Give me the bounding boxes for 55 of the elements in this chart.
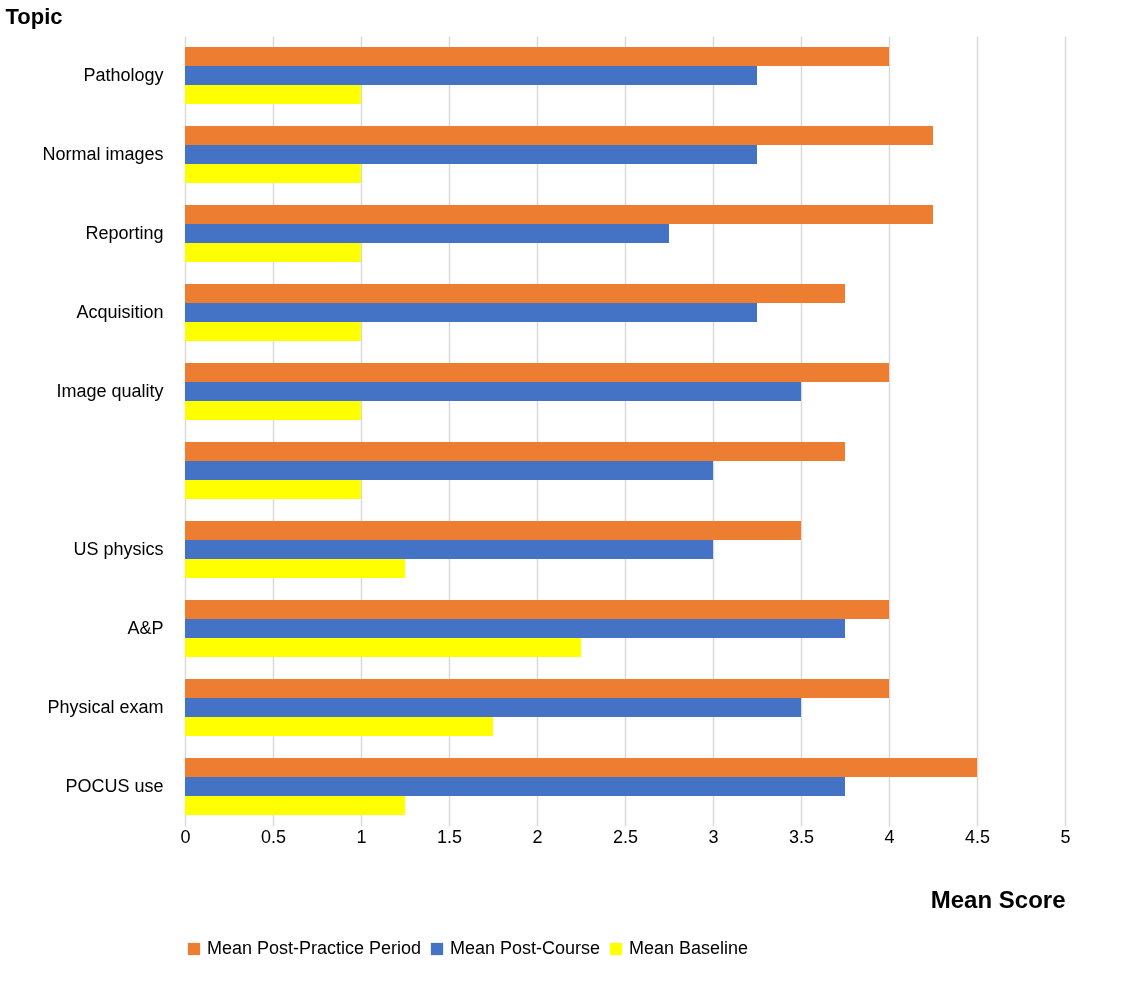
bar bbox=[185, 619, 845, 638]
x-tick-label: 3 bbox=[708, 826, 719, 847]
x-tick-label: 0.5 bbox=[260, 826, 287, 847]
y-tick-label: Acquisition bbox=[76, 301, 164, 322]
bar bbox=[185, 777, 845, 796]
y-tick-label: Pathology bbox=[83, 64, 164, 85]
bar bbox=[185, 698, 801, 717]
bar bbox=[185, 521, 801, 541]
bar bbox=[185, 758, 977, 778]
y-tick-label: A&P bbox=[127, 617, 164, 638]
y-tick-label: Normal images bbox=[42, 143, 164, 164]
bar bbox=[185, 600, 889, 620]
y-tick-label: Reporting bbox=[85, 222, 164, 243]
x-tick-label: 2.5 bbox=[612, 826, 639, 847]
legend-label: Mean Baseline bbox=[629, 938, 749, 958]
bar bbox=[185, 66, 757, 85]
y-tick-label: Image quality bbox=[56, 380, 164, 401]
bar bbox=[185, 540, 713, 559]
bar bbox=[185, 321, 361, 341]
x-tick-label: 4 bbox=[884, 826, 895, 847]
bar bbox=[185, 284, 845, 304]
bar bbox=[185, 47, 889, 67]
bar bbox=[185, 479, 361, 499]
bar bbox=[185, 303, 757, 322]
bar bbox=[185, 363, 889, 383]
bar bbox=[185, 205, 933, 225]
bar bbox=[185, 795, 405, 815]
x-tick-label: 4.5 bbox=[964, 826, 991, 847]
bar bbox=[185, 637, 581, 657]
x-tick-label: 5 bbox=[1060, 826, 1071, 847]
bar bbox=[185, 382, 801, 401]
bar bbox=[185, 442, 845, 462]
y-tick-label: US physics bbox=[73, 538, 164, 559]
x-tick-label: 0 bbox=[180, 826, 191, 847]
x-tick-label: 1.5 bbox=[436, 826, 463, 847]
bar bbox=[185, 242, 361, 262]
bar bbox=[185, 224, 669, 243]
y-tick-label: Physical exam bbox=[47, 696, 164, 717]
bar bbox=[185, 145, 757, 164]
x-tick-label: 2 bbox=[532, 826, 543, 847]
x-tick-label: 1 bbox=[356, 826, 367, 847]
y-tick-label: POCUS use bbox=[65, 775, 164, 796]
y-axis-title: Topic bbox=[5, 3, 63, 29]
legend-label: Mean Post-Course bbox=[450, 938, 601, 958]
bar bbox=[185, 558, 405, 578]
bar bbox=[185, 461, 713, 480]
bar bbox=[185, 679, 889, 699]
bar bbox=[185, 84, 361, 104]
bar bbox=[185, 163, 361, 183]
bar bbox=[185, 126, 933, 146]
bar bbox=[185, 716, 493, 736]
bar bbox=[185, 400, 361, 420]
legend-label: Mean Post-Practice Period bbox=[207, 938, 422, 958]
x-tick-label: 3.5 bbox=[788, 826, 815, 847]
x-axis-title: Mean Score bbox=[930, 885, 1066, 913]
